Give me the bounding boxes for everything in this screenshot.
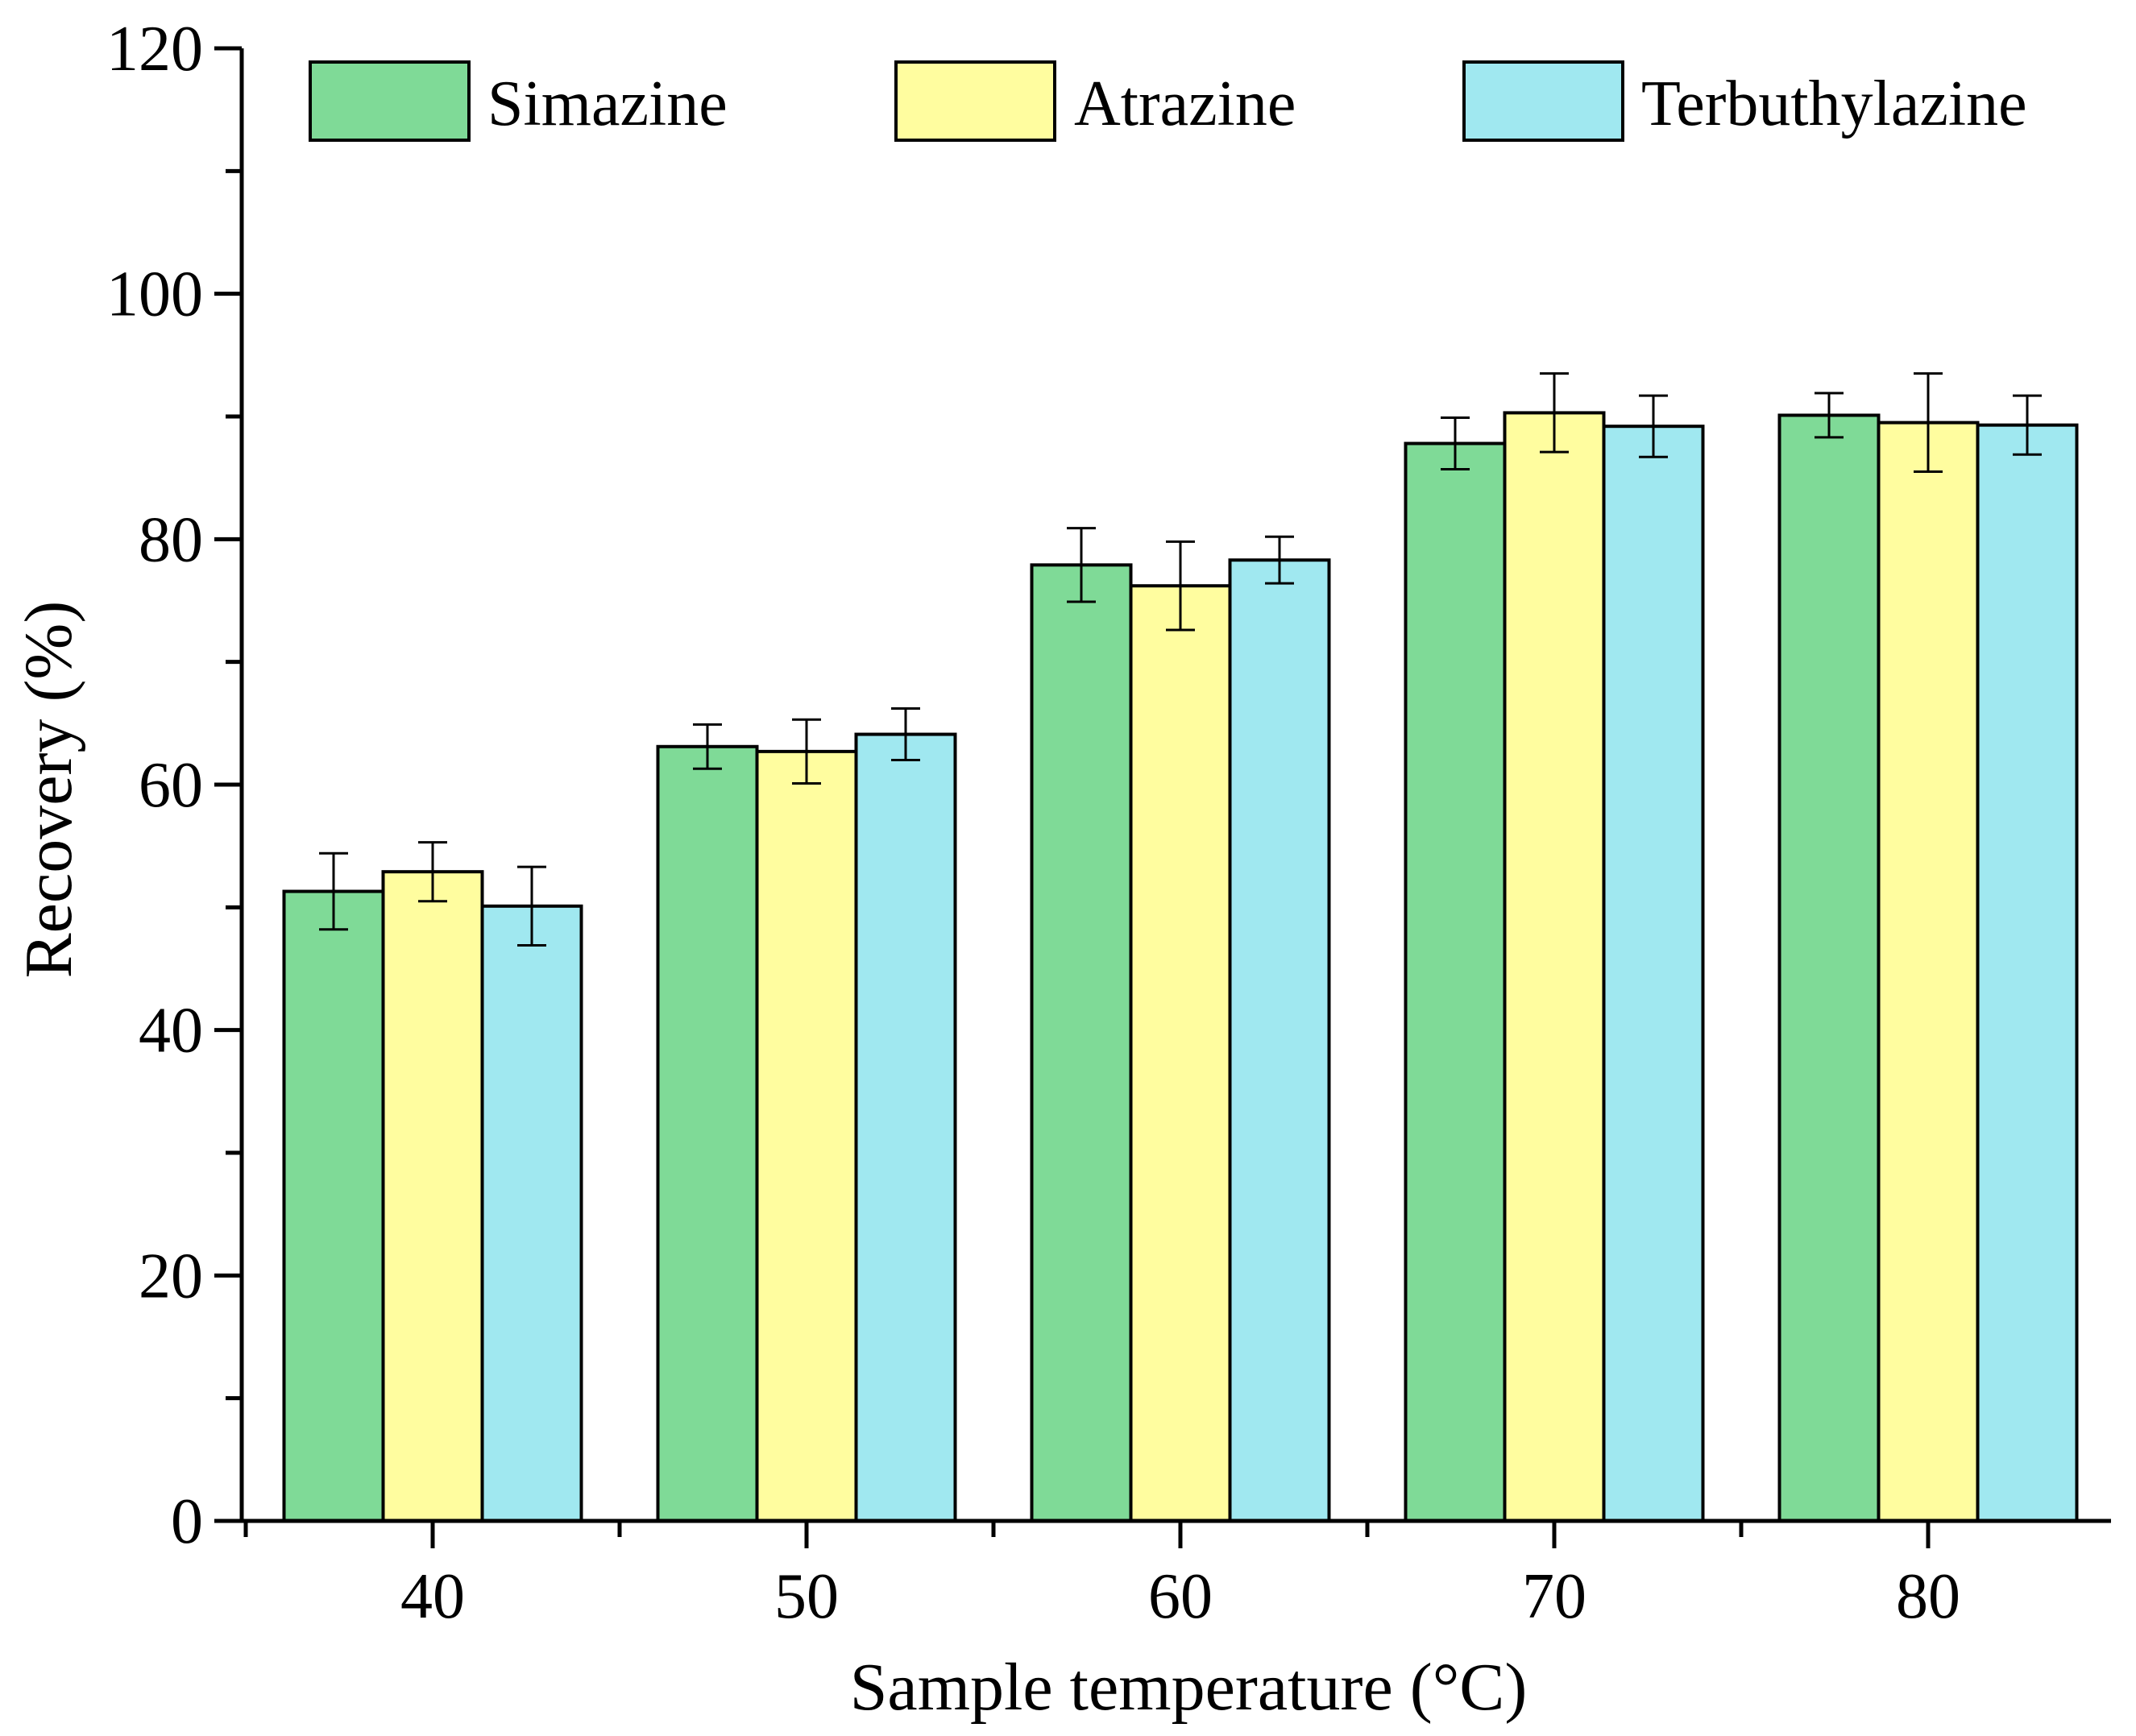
error-bar-terbuthylazine-40 (517, 865, 546, 947)
error-bar-atrazine-40 (418, 841, 447, 903)
bar-atrazine-80 (1877, 421, 1980, 1523)
legend-swatch-terbuthylazine (1462, 60, 1624, 142)
legend-swatch-atrazine (894, 60, 1056, 142)
x-axis-title: Sample temperature (°C) (850, 1650, 1528, 1725)
y-tick-label-60: 60 (139, 750, 203, 821)
y-tick-label-0: 0 (171, 1486, 203, 1557)
bar-terbuthylazine-50 (854, 732, 957, 1523)
y-axis: 0 20 40 60 80 100 120 (106, 14, 244, 1557)
y-tick-label-20: 20 (139, 1241, 203, 1311)
bar-terbuthylazine-80 (1976, 423, 2079, 1523)
legend-label-terbuthylazine: Terbuthylazine (1641, 68, 2027, 139)
x-tick-label-40: 40 (400, 1561, 465, 1632)
bar-simazine-80 (1777, 413, 1881, 1523)
legend-swatch-simazine (309, 60, 471, 142)
legend: Simazine Atrazine Terbuthylazine (309, 60, 2027, 142)
bar-simazine-70 (1404, 441, 1507, 1523)
x-tick-label-50: 50 (774, 1561, 839, 1632)
x-tick-label-80: 80 (1896, 1561, 1960, 1632)
error-bar-simazine-70 (1441, 416, 1470, 471)
bar-simazine-60 (1030, 563, 1133, 1523)
error-bar-simazine-80 (1815, 392, 1844, 439)
y-tick-label-40: 40 (139, 996, 203, 1067)
error-bars-group (319, 372, 2042, 947)
error-bar-atrazine-50 (792, 718, 821, 785)
error-bar-terbuthylazine-70 (1639, 394, 1668, 458)
legend-item-terbuthylazine: Terbuthylazine (1462, 60, 2027, 142)
bars-group (282, 411, 2079, 1523)
error-bar-atrazine-80 (1914, 372, 1943, 474)
x-tick-label-60: 60 (1148, 1561, 1213, 1632)
bar-atrazine-70 (1503, 411, 1606, 1523)
x-tick-label-70: 70 (1522, 1561, 1586, 1632)
legend-item-simazine: Simazine (309, 60, 728, 142)
legend-item-atrazine: Atrazine (894, 60, 1296, 142)
error-bar-simazine-60 (1067, 527, 1096, 603)
y-tick-label-120: 120 (106, 14, 203, 85)
bar-terbuthylazine-60 (1228, 558, 1331, 1523)
y-tick-label-100: 100 (106, 259, 203, 330)
bar-simazine-50 (656, 744, 759, 1523)
error-bar-atrazine-70 (1540, 372, 1569, 454)
x-axis: 40 50 60 70 80 (242, 1518, 2111, 1632)
bar-simazine-40 (282, 889, 385, 1523)
bar-atrazine-50 (755, 749, 858, 1523)
error-bar-simazine-40 (319, 851, 348, 931)
error-bar-simazine-50 (693, 723, 722, 770)
error-bar-terbuthylazine-80 (2013, 394, 2042, 456)
bar-terbuthylazine-70 (1602, 425, 1705, 1523)
y-axis-title: Recovery (%) (11, 601, 86, 979)
bar-terbuthylazine-40 (480, 904, 583, 1523)
legend-label-atrazine: Atrazine (1074, 68, 1296, 139)
bar-atrazine-40 (381, 870, 484, 1523)
bar-atrazine-60 (1129, 584, 1232, 1523)
legend-label-simazine: Simazine (487, 68, 728, 139)
error-bar-terbuthylazine-60 (1265, 535, 1294, 585)
y-tick-label-80: 80 (139, 504, 203, 575)
error-bar-atrazine-60 (1166, 540, 1195, 632)
error-bar-terbuthylazine-50 (891, 707, 920, 762)
